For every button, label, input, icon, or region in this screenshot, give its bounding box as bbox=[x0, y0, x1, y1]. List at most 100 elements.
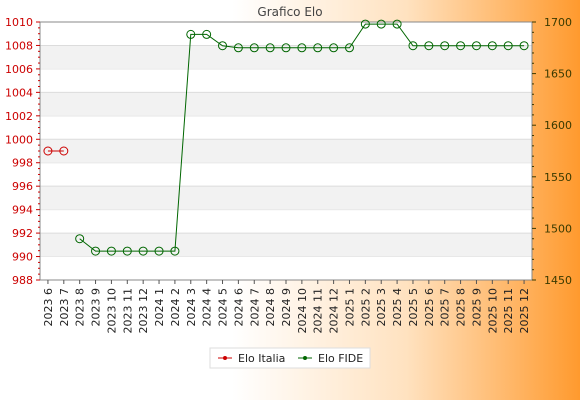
x-tick-label: 2025 4 bbox=[391, 288, 404, 327]
right-tick-label: 1450 bbox=[544, 274, 572, 287]
left-tick-label: 1010 bbox=[5, 16, 33, 29]
x-tick-label: 2025 1 bbox=[343, 288, 356, 327]
left-tick-label: 998 bbox=[12, 157, 33, 170]
data-point bbox=[376, 19, 386, 29]
data-point bbox=[233, 43, 243, 53]
data-point bbox=[519, 41, 529, 51]
data-point bbox=[440, 41, 450, 51]
series-elo-italia bbox=[43, 146, 69, 156]
legend-box bbox=[209, 347, 371, 369]
data-point bbox=[75, 234, 85, 244]
data-point bbox=[249, 43, 259, 53]
left-tick-label: 1006 bbox=[5, 63, 33, 76]
grid-band bbox=[40, 233, 532, 257]
x-axis: 2023 6 2023 7 2023 8 2023 9 2023 10 2023 11 20… bbox=[42, 280, 531, 334]
data-point bbox=[360, 19, 370, 29]
legend-swatch-marker bbox=[303, 356, 307, 360]
x-tick-label: 2024 12 bbox=[328, 288, 341, 334]
grid-band bbox=[40, 92, 532, 116]
data-point bbox=[170, 246, 180, 256]
x-tick-label: 2025 6 bbox=[423, 288, 436, 327]
left-tick-label: 994 bbox=[12, 204, 33, 217]
series-elo-fide bbox=[75, 19, 529, 256]
data-point bbox=[43, 146, 53, 156]
x-tick-label: 2023 8 bbox=[74, 288, 87, 327]
x-tick-label: 2023 9 bbox=[90, 288, 103, 327]
grid-band bbox=[40, 139, 532, 163]
right-tick-label: 1600 bbox=[544, 119, 572, 132]
data-point bbox=[344, 43, 354, 53]
x-tick-label: 2025 2 bbox=[359, 288, 372, 327]
data-point bbox=[329, 43, 339, 53]
right-tick-label: 1700 bbox=[544, 16, 572, 29]
x-tick-label: 2024 6 bbox=[232, 288, 245, 327]
data-point bbox=[186, 29, 196, 39]
data-point bbox=[138, 246, 148, 256]
x-tick-label: 2023 12 bbox=[137, 288, 150, 334]
x-tick-label: 2023 6 bbox=[42, 288, 55, 327]
data-point bbox=[503, 41, 513, 51]
right-tick-label: 1550 bbox=[544, 171, 572, 184]
right-tick-label: 1650 bbox=[544, 68, 572, 81]
data-point bbox=[456, 41, 466, 51]
left-tick-label: 990 bbox=[12, 251, 33, 264]
data-point bbox=[106, 246, 116, 256]
data-point bbox=[265, 43, 275, 53]
x-tick-label: 2023 7 bbox=[58, 288, 71, 327]
legend-swatch-marker bbox=[223, 356, 227, 360]
plot-area bbox=[39, 21, 533, 281]
data-point bbox=[218, 41, 228, 51]
legend-item-elo-italia: Elo Italia bbox=[218, 352, 285, 365]
data-point bbox=[471, 41, 481, 51]
x-tick-label: 2025 11 bbox=[502, 288, 515, 334]
data-point bbox=[154, 246, 164, 256]
right-tick-label: 1500 bbox=[544, 222, 572, 235]
x-tick-label: 2024 11 bbox=[312, 288, 325, 334]
chart-title: Grafico Elo bbox=[257, 5, 322, 19]
data-point bbox=[297, 43, 307, 53]
left-tick-label: 1004 bbox=[5, 86, 33, 99]
data-point bbox=[392, 19, 402, 29]
left-tick-label: 992 bbox=[12, 227, 33, 240]
x-tick-label: 2025 8 bbox=[455, 288, 468, 327]
series-layer bbox=[43, 19, 529, 256]
data-point bbox=[313, 43, 323, 53]
x-tick-label: 2023 11 bbox=[121, 288, 134, 334]
x-tick-label: 2024 10 bbox=[296, 288, 309, 334]
data-point bbox=[122, 246, 132, 256]
x-tick-label: 2025 3 bbox=[375, 288, 388, 327]
data-point bbox=[59, 146, 69, 156]
data-point bbox=[91, 246, 101, 256]
legend-label: Elo FIDE bbox=[318, 352, 363, 365]
x-tick-label: 2025 7 bbox=[439, 288, 452, 327]
left-tick-label: 1002 bbox=[5, 110, 33, 123]
legend: Elo Italia Elo FIDE bbox=[209, 347, 371, 369]
left-tick-label: 1008 bbox=[5, 39, 33, 52]
data-point bbox=[487, 41, 497, 51]
left-tick-label: 988 bbox=[12, 274, 33, 287]
left-tick-label: 1000 bbox=[5, 133, 33, 146]
x-tick-label: 2025 9 bbox=[470, 288, 483, 327]
left-tick-label: 996 bbox=[12, 180, 33, 193]
data-point bbox=[281, 43, 291, 53]
x-tick-label: 2024 2 bbox=[169, 288, 182, 327]
x-tick-label: 2025 10 bbox=[486, 288, 499, 334]
x-tick-label: 2024 4 bbox=[201, 288, 214, 327]
x-tick-label: 2024 8 bbox=[264, 288, 277, 327]
x-tick-label: 2024 5 bbox=[217, 288, 230, 327]
x-tick-label: 2024 1 bbox=[153, 288, 166, 327]
left-y-axis: 988 990 992 994 996 998 1000 1002 1004 1006 1008 10… bbox=[5, 16, 40, 287]
data-point bbox=[424, 41, 434, 51]
data-point bbox=[202, 29, 212, 39]
x-tick-label: 2023 10 bbox=[105, 288, 118, 334]
x-tick-label: 2025 5 bbox=[407, 288, 420, 327]
right-y-axis: 1450 1500 1550 1600 1650 1700 bbox=[532, 16, 572, 287]
legend-item-elo-fide: Elo FIDE bbox=[298, 352, 363, 365]
grid-band bbox=[40, 45, 532, 69]
x-tick-label: 2025 12 bbox=[518, 288, 531, 334]
grid-band bbox=[40, 186, 532, 210]
series-line bbox=[79, 23, 525, 252]
x-tick-label: 2024 9 bbox=[280, 288, 293, 327]
x-tick-label: 2024 7 bbox=[248, 288, 261, 327]
